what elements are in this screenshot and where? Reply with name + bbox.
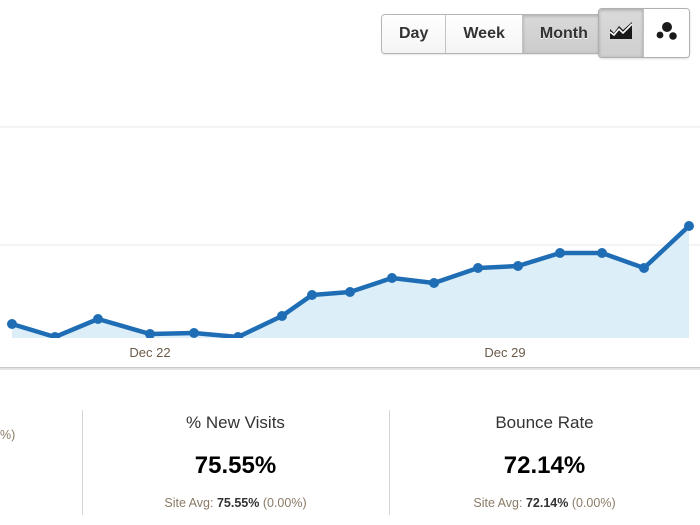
visits-trend-chart: Dec 22 Dec 29 bbox=[0, 86, 700, 368]
chart-bottom-axis-rule bbox=[0, 367, 700, 368]
chart-data-point[interactable] bbox=[639, 263, 649, 273]
chart-type-toggle[interactable] bbox=[598, 8, 690, 58]
granularity-button-month[interactable]: Month bbox=[522, 15, 605, 53]
chart-gridlines bbox=[0, 126, 700, 246]
chart-data-point[interactable] bbox=[429, 278, 439, 288]
chart-data-points[interactable] bbox=[7, 221, 694, 338]
chart-data-point[interactable] bbox=[597, 248, 607, 258]
metric-site-average: Site Avg: 72.14% (0.00%) bbox=[389, 495, 700, 511]
metric-avg-prefix: Site Avg: bbox=[164, 496, 214, 510]
motion-chart-button[interactable] bbox=[644, 9, 689, 57]
chart-data-point[interactable] bbox=[233, 332, 243, 338]
chart-x-axis: Dec 22 Dec 29 bbox=[0, 338, 700, 368]
granularity-button-day[interactable]: Day bbox=[382, 15, 447, 53]
date-granularity-toggle[interactable]: Day Week Month bbox=[381, 14, 606, 54]
chart-data-point[interactable] bbox=[145, 329, 155, 338]
line-chart-icon bbox=[609, 21, 633, 46]
metric-site-average: %) bbox=[0, 428, 16, 442]
granularity-button-week[interactable]: Week bbox=[446, 15, 523, 53]
chart-area-fill bbox=[12, 226, 689, 338]
chart-data-point[interactable] bbox=[555, 248, 565, 258]
x-tick-label-dec-22: Dec 22 bbox=[129, 345, 171, 360]
metric-avg-value: 72.14% bbox=[525, 496, 569, 510]
chart-data-point[interactable] bbox=[7, 319, 17, 329]
chart-data-point[interactable] bbox=[684, 221, 694, 231]
metric-avg-delta: (0.00%) bbox=[571, 496, 616, 510]
metrics-summary-panel: %) % New Visits 75.55% Site Avg: 75.55% … bbox=[0, 370, 700, 525]
metric-title: Bounce Rate bbox=[495, 413, 594, 432]
metric-avg-delta: (0.00%) bbox=[262, 496, 307, 510]
chart-toolbar: Day Week Month bbox=[0, 0, 700, 86]
metric-cell-new-visits[interactable]: % New Visits 75.55% Site Avg: 75.55% (0.… bbox=[82, 370, 389, 525]
chart-data-point[interactable] bbox=[345, 287, 355, 297]
metric-title: % New Visits bbox=[186, 413, 285, 432]
chart-data-point[interactable] bbox=[473, 263, 483, 273]
chart-data-point[interactable] bbox=[50, 332, 60, 338]
line-chart-button[interactable] bbox=[599, 9, 644, 57]
metric-site-average: Site Avg: 75.55% (0.00%) bbox=[82, 495, 389, 511]
chart-data-point[interactable] bbox=[189, 328, 199, 338]
metric-cell-clipped[interactable]: %) bbox=[0, 370, 82, 525]
panel-separator bbox=[0, 368, 700, 370]
motion-chart-icon bbox=[655, 21, 679, 46]
chart-data-point[interactable] bbox=[277, 311, 287, 321]
chart-plot-area[interactable] bbox=[0, 86, 700, 338]
chart-data-point[interactable] bbox=[93, 314, 103, 324]
metric-value: 75.55% bbox=[194, 452, 277, 479]
chart-data-point[interactable] bbox=[513, 261, 523, 271]
x-tick-label-dec-29: Dec 29 bbox=[484, 345, 526, 360]
chart-data-point[interactable] bbox=[307, 290, 317, 300]
metric-avg-value: 75.55% bbox=[216, 496, 260, 510]
metric-cell-bounce-rate[interactable]: Bounce Rate 72.14% Site Avg: 72.14% (0.0… bbox=[389, 370, 700, 525]
chart-data-point[interactable] bbox=[387, 273, 397, 283]
metric-value: 72.14% bbox=[503, 452, 586, 479]
metric-avg-prefix: Site Avg: bbox=[473, 496, 523, 510]
